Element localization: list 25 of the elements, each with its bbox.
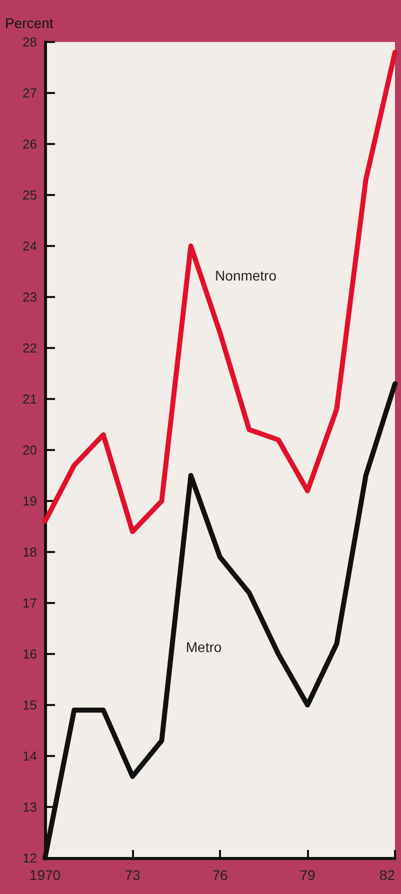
y-tick-label: 21 bbox=[22, 392, 37, 406]
series-label: Metro bbox=[186, 638, 222, 655]
y-tick-label: 18 bbox=[22, 544, 37, 560]
x-tick-label: 73 bbox=[124, 867, 140, 883]
y-tick-label: 19 bbox=[22, 494, 37, 508]
y-tick-label: 23 bbox=[22, 290, 37, 304]
y-tick-label: 17 bbox=[22, 596, 37, 610]
x-tick-label: 79 bbox=[300, 867, 316, 883]
y-tick-label: 25 bbox=[22, 188, 37, 202]
y-tick-label: 28 bbox=[22, 34, 37, 50]
y-axis-title: Percent bbox=[5, 15, 54, 31]
y-tick-label: 14 bbox=[22, 748, 37, 764]
y-tick-label: 27 bbox=[22, 86, 37, 100]
x-tick-label: 76 bbox=[212, 867, 228, 883]
y-tick-label: 15 bbox=[22, 698, 37, 712]
y-tick-label: 16 bbox=[22, 646, 37, 662]
x-tick-label: 1970 bbox=[29, 867, 61, 883]
y-tick-label: 24 bbox=[22, 238, 37, 254]
series-label: Nonmetro bbox=[215, 267, 277, 284]
y-tick-label: 22 bbox=[22, 340, 37, 356]
x-tick-label: 82 bbox=[379, 867, 396, 883]
y-tick-label: 20 bbox=[22, 442, 37, 458]
y-tick-label: 26 bbox=[22, 136, 37, 152]
y-tick-label: 13 bbox=[22, 800, 37, 814]
y-tick-label: 12 bbox=[22, 850, 37, 866]
